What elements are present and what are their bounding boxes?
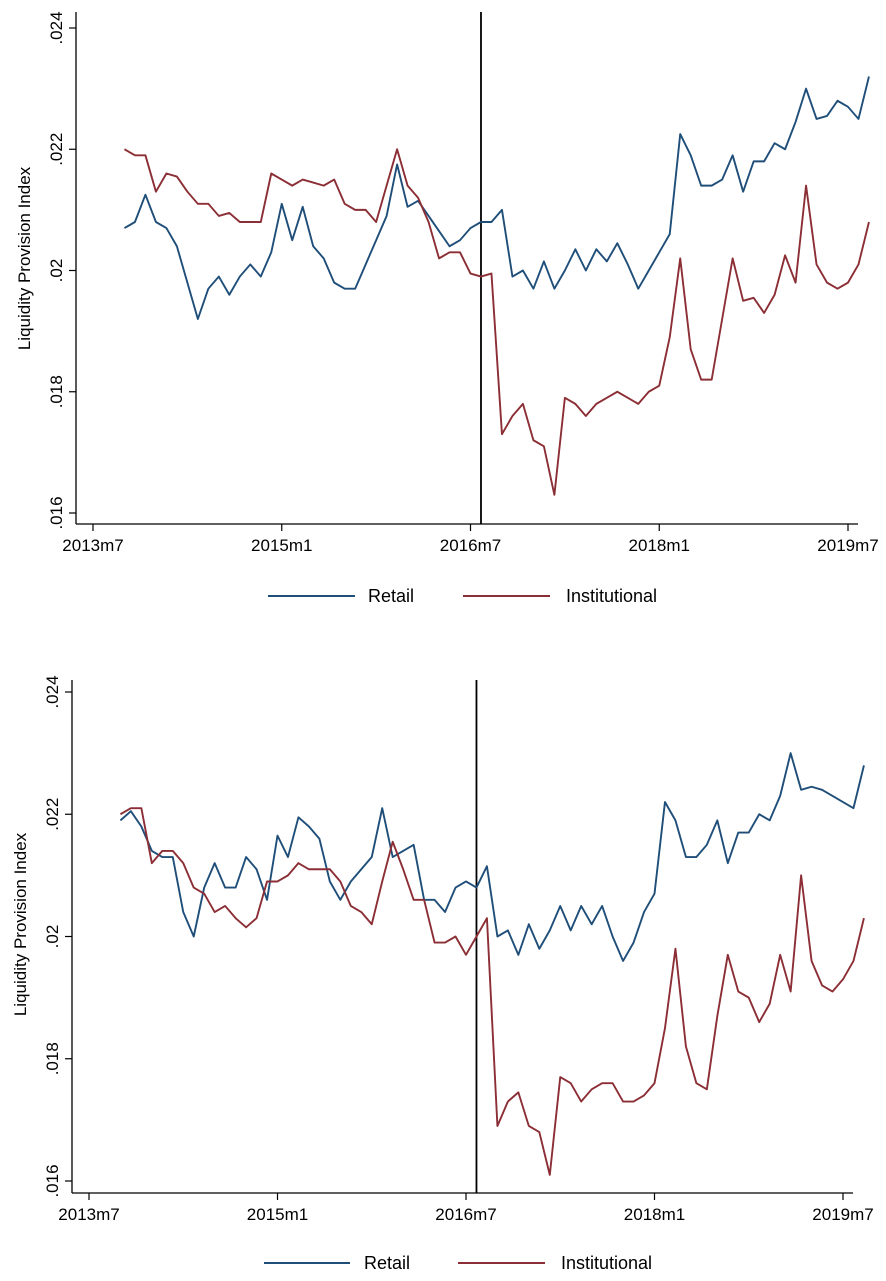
y-axis-title: Liquidity Provision Index	[15, 166, 34, 350]
bottom-panel: .016 .018 .02 .022 .024 Liquidity Provision I…	[11, 675, 874, 1273]
x-tick-label: 2013m7	[62, 536, 123, 555]
series-line-retail	[119, 752, 865, 962]
legend-label-retail: Retail	[368, 586, 414, 606]
series-line-retail	[123, 76, 870, 320]
y-tick-label: .022	[47, 133, 66, 166]
x-tick-label: 2015m1	[247, 1205, 308, 1224]
x-tick-label: 2018m1	[629, 536, 690, 555]
x-tick-label: 2016m7	[435, 1205, 496, 1224]
legend: Retail Institutional	[264, 1253, 652, 1273]
y-tick-label: .016	[47, 496, 66, 529]
y-axis-title: Liquidity Provision Index	[11, 832, 30, 1016]
legend-label-institutional: Institutional	[561, 1253, 652, 1273]
legend: Retail Institutional	[268, 586, 657, 606]
y-tick-label: .016	[43, 1164, 62, 1197]
y-tick-label: .02	[47, 259, 66, 283]
y-tick-label: .018	[43, 1042, 62, 1075]
y-tick-label: .018	[47, 375, 66, 408]
top-panel: .016 .018 .02 .022 .024 Liquidity Provision I…	[15, 11, 879, 606]
x-tick-label: 2013m7	[58, 1205, 119, 1224]
y-tick-label: .024	[47, 11, 66, 44]
legend-label-retail: Retail	[364, 1253, 410, 1273]
x-tick-label: 2019m7	[812, 1205, 873, 1224]
x-tick-label: 2018m1	[624, 1205, 685, 1224]
series-line-institutional	[119, 807, 865, 1176]
series-line-institutional	[123, 148, 870, 496]
y-tick-label: .02	[43, 925, 62, 949]
x-tick-label: 2019m7	[817, 536, 878, 555]
legend-label-institutional: Institutional	[566, 586, 657, 606]
y-tick-label: .024	[43, 675, 62, 708]
x-tick-label: 2015m1	[251, 536, 312, 555]
y-tick-label: .022	[43, 798, 62, 831]
x-tick-label: 2016m7	[440, 536, 501, 555]
